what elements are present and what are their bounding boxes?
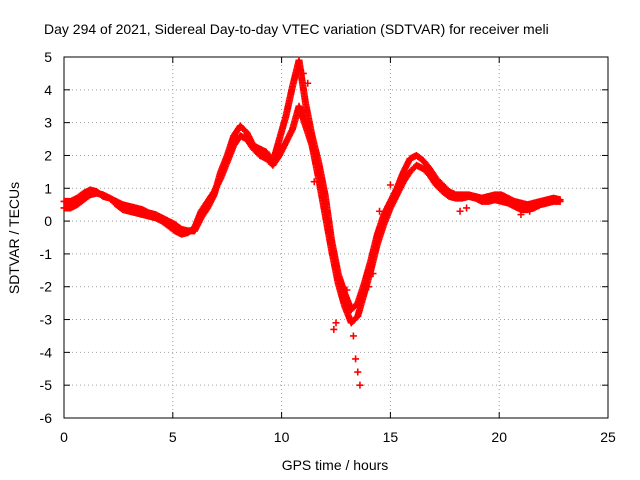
- y-axis-label: SDTVAR / TECUs: [6, 182, 22, 294]
- y-tick-label: 3: [44, 115, 52, 131]
- y-tick-label: 0: [44, 213, 52, 229]
- data-point: [376, 207, 384, 215]
- data-point: [369, 270, 377, 278]
- data-point: [456, 207, 464, 215]
- x-tick-label: 15: [383, 429, 399, 445]
- data-point: [352, 355, 360, 363]
- y-tick-label: 2: [44, 147, 52, 163]
- x-tick-label: 5: [169, 429, 177, 445]
- y-tick-label: -4: [40, 344, 53, 360]
- data-point: [330, 325, 338, 333]
- data-point: [365, 283, 373, 291]
- x-tick-label: 25: [600, 429, 616, 445]
- data-point: [332, 319, 340, 327]
- y-tick-label: 5: [44, 49, 52, 65]
- data-point: [354, 368, 362, 376]
- y-tick-label: 1: [44, 180, 52, 196]
- data-point: [556, 197, 564, 205]
- y-tick-label: -5: [40, 377, 53, 393]
- x-axis-label: GPS time / hours: [282, 457, 389, 473]
- data-points: [60, 56, 564, 389]
- chart-title: Day 294 of 2021, Sidereal Day-to-day VTE…: [44, 21, 549, 37]
- axis-ticks: 0 5 10 15 20 25 -6 -5 -4 -3 -2 -1 0 1 2 3 4 5: [40, 49, 616, 445]
- data-point: [393, 188, 401, 196]
- data-point: [386, 181, 394, 189]
- x-tick-label: 20: [491, 429, 507, 445]
- data-point: [343, 286, 351, 294]
- grid-lines: [64, 57, 608, 418]
- y-tick-label: -3: [40, 312, 53, 328]
- x-tick-label: 10: [274, 429, 290, 445]
- x-tick-label: 0: [60, 429, 68, 445]
- y-tick-label: -2: [40, 279, 53, 295]
- data-point: [526, 207, 534, 215]
- data-point: [304, 79, 312, 87]
- data-point: [299, 69, 307, 77]
- y-tick-label: -1: [40, 246, 53, 262]
- y-tick-label: 4: [44, 82, 52, 98]
- data-point: [306, 132, 314, 140]
- y-tick-label: -6: [40, 410, 53, 426]
- data-point: [356, 381, 364, 389]
- data-point: [310, 178, 318, 186]
- data-point: [349, 332, 357, 340]
- data-point: [517, 211, 525, 219]
- plot-frame: [63, 56, 609, 419]
- data-point: [463, 204, 471, 212]
